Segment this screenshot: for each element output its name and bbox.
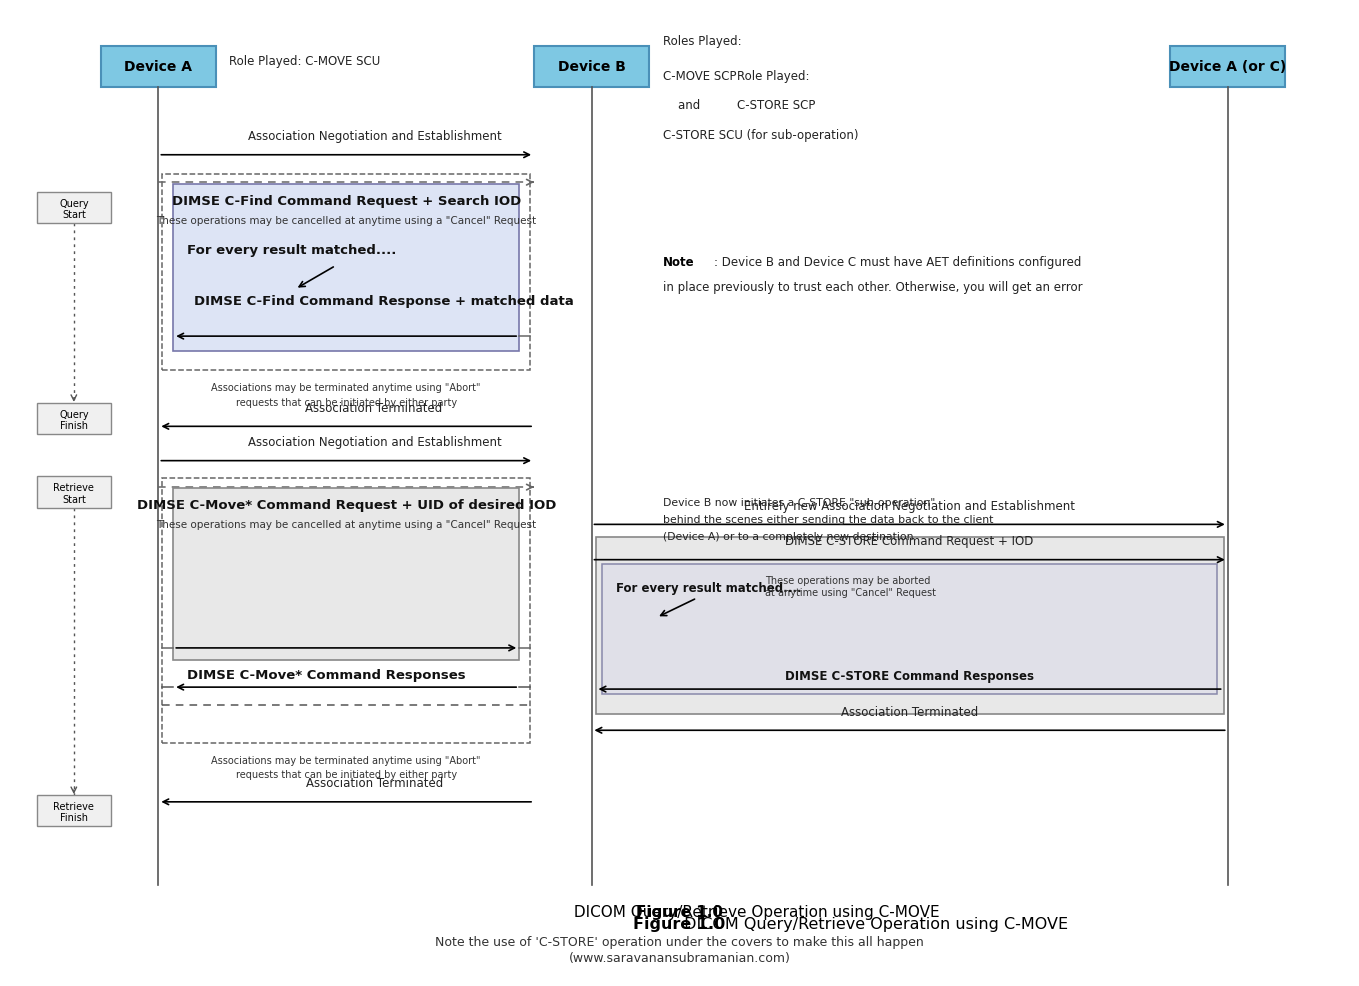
Text: requests that can be initiated by either party: requests that can be initiated by either… [235, 397, 457, 408]
Text: Role Played:: Role Played: [737, 70, 810, 83]
Text: Figure 1.0: Figure 1.0 [636, 905, 723, 920]
Text: Association Terminated: Association Terminated [304, 401, 442, 414]
FancyBboxPatch shape [37, 476, 111, 508]
Text: DIMSE C-Move* Command Responses: DIMSE C-Move* Command Responses [186, 669, 466, 682]
Text: Associations may be terminated anytime using "Abort": Associations may be terminated anytime u… [212, 384, 481, 393]
Text: DIMSE C-STORE Command Request + IOD: DIMSE C-STORE Command Request + IOD [786, 534, 1034, 548]
Text: Note the use of 'C-STORE' operation under the covers to make this all happen: Note the use of 'C-STORE' operation unde… [435, 936, 924, 949]
Text: These operations may be aborted: These operations may be aborted [765, 576, 930, 587]
Text: Device A (or C): Device A (or C) [1169, 59, 1286, 74]
FancyBboxPatch shape [163, 478, 530, 743]
Text: For every result matched....: For every result matched.... [186, 245, 397, 257]
Text: DICOM Query/Retrieve Operation using C-MOVE: DICOM Query/Retrieve Operation using C-M… [568, 905, 939, 920]
Text: DIMSE C-Find Command Request + Search IOD: DIMSE C-Find Command Request + Search IO… [171, 195, 520, 208]
Text: Association Terminated: Association Terminated [306, 777, 443, 790]
Text: requests that can be initiated by either party: requests that can be initiated by either… [235, 770, 457, 780]
Text: (Device A) or to a completely new destination: (Device A) or to a completely new destin… [663, 532, 913, 542]
Text: Association Negotiation and Establishment: Association Negotiation and Establishmen… [249, 436, 501, 449]
Text: Role Played: C-MOVE SCU: Role Played: C-MOVE SCU [230, 55, 381, 68]
Text: Associations may be terminated anytime using "Abort": Associations may be terminated anytime u… [212, 755, 481, 766]
Text: Figure 1.0: Figure 1.0 [633, 917, 726, 932]
FancyBboxPatch shape [174, 488, 519, 660]
Text: : Device B and Device C must have AET definitions configured: : Device B and Device C must have AET de… [713, 256, 1082, 269]
Text: Device A: Device A [125, 59, 193, 74]
FancyBboxPatch shape [595, 537, 1223, 714]
Text: DIMSE C-Find Command Response + matched data: DIMSE C-Find Command Response + matched … [193, 296, 573, 309]
Text: Association Negotiation and Establishment: Association Negotiation and Establishmen… [249, 130, 501, 143]
Text: These operations may be cancelled at anytime using a "Cancel" Request: These operations may be cancelled at any… [156, 216, 537, 227]
FancyBboxPatch shape [163, 175, 530, 371]
Text: behind the scenes either sending the data back to the client: behind the scenes either sending the dat… [663, 516, 993, 526]
Text: Association Terminated: Association Terminated [841, 706, 978, 719]
Text: Retrieve
Finish: Retrieve Finish [53, 802, 94, 823]
Text: These operations may be cancelled at anytime using a "Cancel" Request: These operations may be cancelled at any… [156, 521, 537, 530]
Text: Entirely new Association Negotiation and Establishment: Entirely new Association Negotiation and… [745, 500, 1075, 513]
Text: DICOM Query/Retrieve Operation using C-MOVE: DICOM Query/Retrieve Operation using C-M… [680, 917, 1068, 932]
Text: Device B now initiates a C-STORE "sub-operation": Device B now initiates a C-STORE "sub-op… [663, 498, 935, 508]
Text: C-STORE SCU (for sub-operation): C-STORE SCU (for sub-operation) [663, 128, 858, 142]
Text: in place previously to trust each other. Otherwise, you will get an error: in place previously to trust each other.… [663, 281, 1082, 294]
Text: Query
Finish: Query Finish [58, 409, 88, 431]
Text: Retrieve
Start: Retrieve Start [53, 483, 94, 505]
FancyBboxPatch shape [602, 564, 1216, 694]
FancyBboxPatch shape [37, 192, 111, 224]
Text: and: and [663, 100, 700, 112]
FancyBboxPatch shape [101, 46, 216, 87]
FancyBboxPatch shape [37, 795, 111, 826]
Text: C-MOVE SCP: C-MOVE SCP [663, 70, 737, 83]
Text: Device B: Device B [557, 59, 625, 74]
Text: Query
Start: Query Start [58, 199, 88, 221]
Text: DIMSE C-Move* Command Request + UID of desired IOD: DIMSE C-Move* Command Request + UID of d… [136, 499, 556, 513]
Text: Roles Played:: Roles Played: [663, 35, 741, 48]
FancyBboxPatch shape [1170, 46, 1286, 87]
Text: (www.saravanansubramanian.com): (www.saravanansubramanian.com) [568, 952, 791, 965]
Text: Note: Note [663, 256, 694, 269]
Text: For every result matched....: For every result matched.... [616, 582, 802, 595]
FancyBboxPatch shape [37, 403, 111, 434]
FancyBboxPatch shape [174, 184, 519, 351]
Text: C-STORE SCP: C-STORE SCP [737, 100, 815, 112]
Text: DIMSE C-STORE Command Responses: DIMSE C-STORE Command Responses [786, 669, 1034, 683]
FancyBboxPatch shape [534, 46, 650, 87]
Text: at anytime using "Cancel" Request: at anytime using "Cancel" Request [765, 588, 936, 598]
